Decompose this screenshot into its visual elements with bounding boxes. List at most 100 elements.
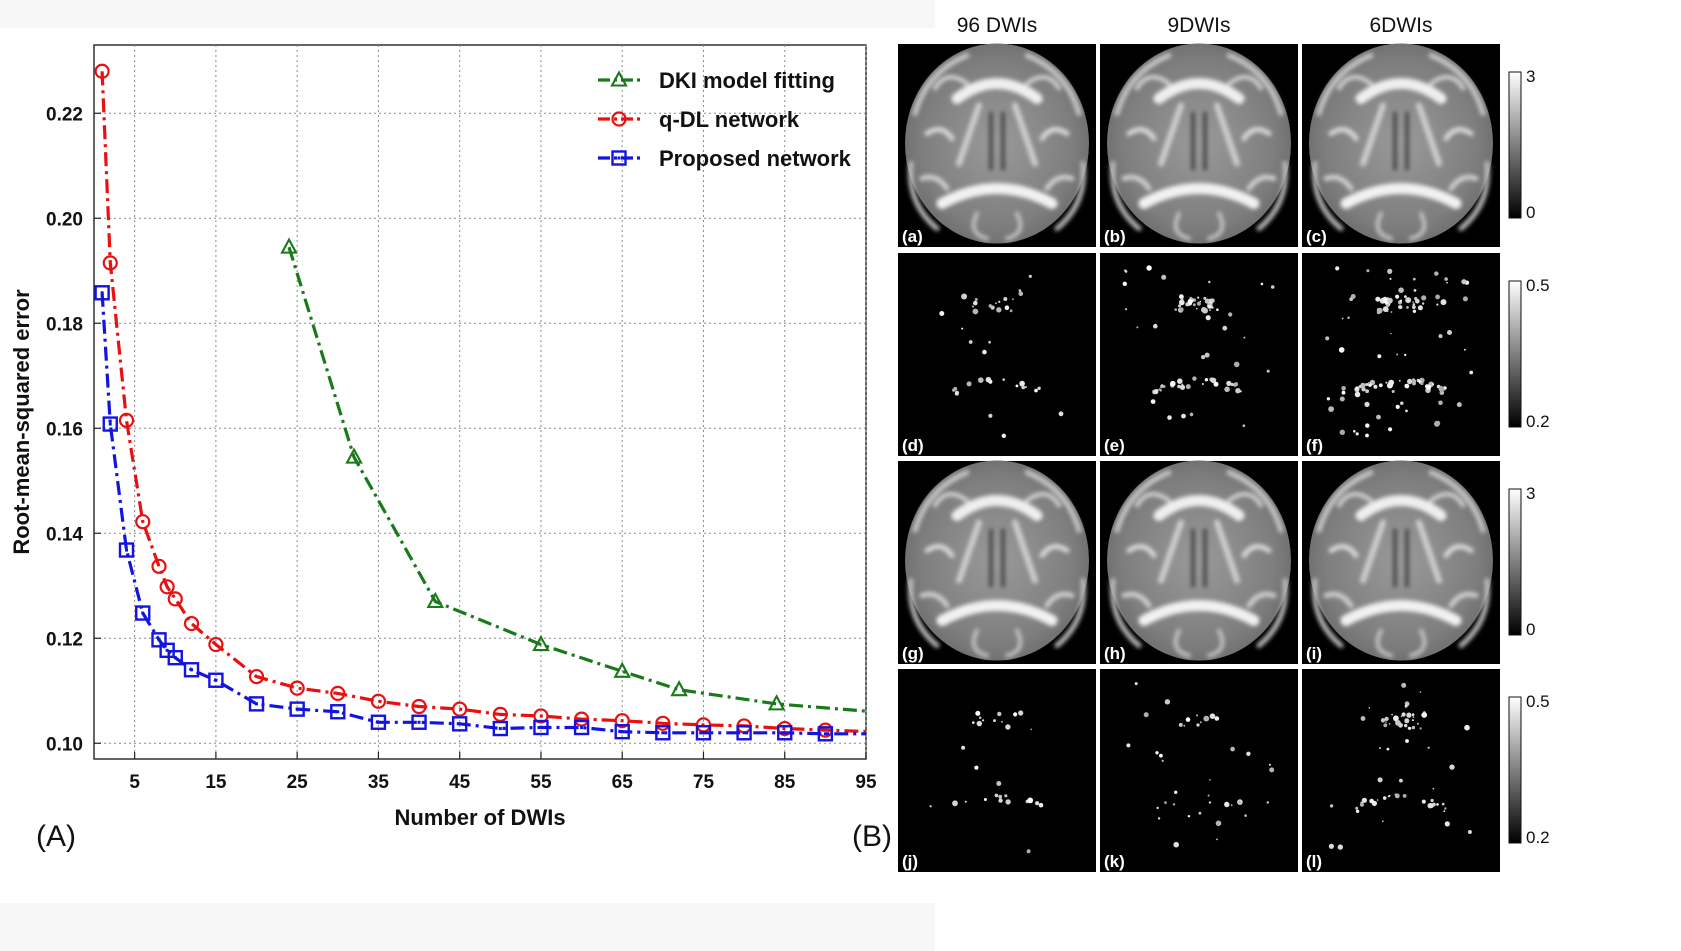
image-cell: (f) — [1302, 253, 1500, 456]
data-point — [118, 542, 135, 558]
data-point — [614, 724, 630, 740]
data-point — [102, 255, 118, 271]
y-axis-title: Root-mean-squared error — [9, 289, 34, 555]
brain-map-image — [905, 461, 1089, 661]
data-point — [248, 668, 265, 685]
column-title: 6DWIs — [1370, 14, 1433, 37]
data-point — [183, 615, 200, 632]
data-point — [767, 694, 786, 711]
data-point — [345, 447, 363, 464]
plot-area — [93, 44, 867, 760]
y-tick-label: 0.18 — [46, 314, 83, 335]
colorbar: 30 — [1508, 67, 1535, 222]
brain-map-image — [1309, 44, 1493, 244]
image-cell: (i) — [1302, 461, 1500, 665]
subfigure-label: (d) — [902, 436, 924, 455]
colorbar: 0.5 0.2 — [1508, 276, 1550, 431]
colorbar-max-label: 3 — [1526, 484, 1535, 503]
brain-map-image — [1309, 461, 1493, 661]
x-tick-label: 55 — [530, 772, 552, 793]
image-cell: (e) — [1100, 253, 1298, 456]
legend-label: Proposed network — [659, 146, 852, 171]
data-point — [655, 725, 671, 741]
subfigure-label: (c) — [1306, 227, 1327, 246]
brain-map-image — [1107, 461, 1291, 661]
colorbar-max-label: 3 — [1526, 67, 1535, 86]
data-point — [411, 714, 427, 730]
legend: DKI model fitting q-DL network Proposed ne… — [598, 68, 852, 171]
data-point — [573, 719, 590, 736]
data-point — [695, 725, 712, 741]
image-cell: (h) — [1100, 461, 1298, 665]
data-point — [370, 714, 387, 730]
x-tick-label: 5 — [129, 772, 140, 793]
data-point — [532, 634, 550, 652]
data-point — [573, 711, 590, 727]
x-tick-label: 45 — [449, 772, 471, 793]
data-point — [159, 579, 175, 595]
colorbar-min-label: 0.2 — [1526, 412, 1550, 431]
x-tick-label: 35 — [368, 772, 390, 793]
image-cell: (d) — [898, 253, 1096, 456]
subfigure-label: (k) — [1104, 852, 1125, 871]
y-tick-label: 0.20 — [46, 209, 83, 230]
series-line — [100, 71, 866, 734]
brain-map-image — [1107, 44, 1291, 244]
panel-b-label: (B) — [852, 820, 892, 853]
data-point — [330, 704, 346, 720]
data-point — [208, 636, 224, 653]
subfigure-label: (e) — [1104, 436, 1125, 455]
image-cell: (k) — [1100, 669, 1298, 872]
y-tick-label: 0.12 — [46, 629, 83, 650]
error-map-image — [929, 710, 1044, 854]
colorbar-min-label: 0.2 — [1526, 828, 1550, 847]
data-point — [426, 591, 445, 609]
colorbar-min-label: 0 — [1526, 203, 1535, 222]
colorbar-min-label: 0 — [1526, 620, 1535, 639]
data-point — [655, 715, 671, 731]
x-axis-title: Number of DWIs — [394, 805, 565, 830]
legend-marker — [610, 70, 628, 87]
brain-map-image — [905, 44, 1089, 244]
colorbar: 0.5 0.2 — [1508, 692, 1550, 847]
subfigure-label: (f) — [1306, 436, 1323, 455]
data-point — [118, 412, 135, 428]
data-point — [614, 713, 630, 729]
data-point — [736, 725, 752, 741]
legend-label: q-DL network — [659, 107, 800, 132]
data-point — [370, 693, 387, 709]
error-map-image — [1126, 682, 1275, 848]
data-point — [411, 698, 427, 715]
error-map-image — [1122, 265, 1275, 428]
legend-marker — [611, 150, 627, 166]
column-title: 9DWIs — [1168, 14, 1231, 37]
image-cell: (g) — [898, 461, 1096, 665]
data-point — [167, 591, 183, 607]
data-point — [183, 662, 200, 678]
data-point — [102, 416, 118, 432]
data-point — [289, 680, 305, 696]
data-point — [533, 708, 549, 724]
x-tick-label: 85 — [774, 772, 796, 793]
x-tick-label: 15 — [205, 772, 227, 793]
data-point — [289, 701, 305, 717]
series-group — [280, 237, 866, 713]
series-group — [94, 285, 866, 742]
data-point — [208, 672, 224, 688]
error-map-image — [939, 274, 1064, 438]
data-point — [451, 716, 468, 732]
series-line — [287, 246, 866, 713]
data-point — [167, 649, 183, 666]
subfigure-label: (a) — [902, 227, 923, 246]
x-tick-label: 95 — [855, 772, 877, 793]
y-tick-label: 0.10 — [46, 734, 83, 755]
image-cell: (j) — [898, 669, 1096, 872]
data-point — [280, 237, 298, 254]
colorbar: 30 — [1508, 484, 1535, 639]
y-tick-label: 0.22 — [46, 104, 83, 125]
x-tick-label: 75 — [693, 772, 715, 793]
legend-label: DKI model fitting — [659, 68, 835, 93]
image-cell: (c) — [1302, 44, 1500, 248]
data-point — [492, 720, 509, 737]
y-tick-label: 0.16 — [46, 419, 83, 440]
